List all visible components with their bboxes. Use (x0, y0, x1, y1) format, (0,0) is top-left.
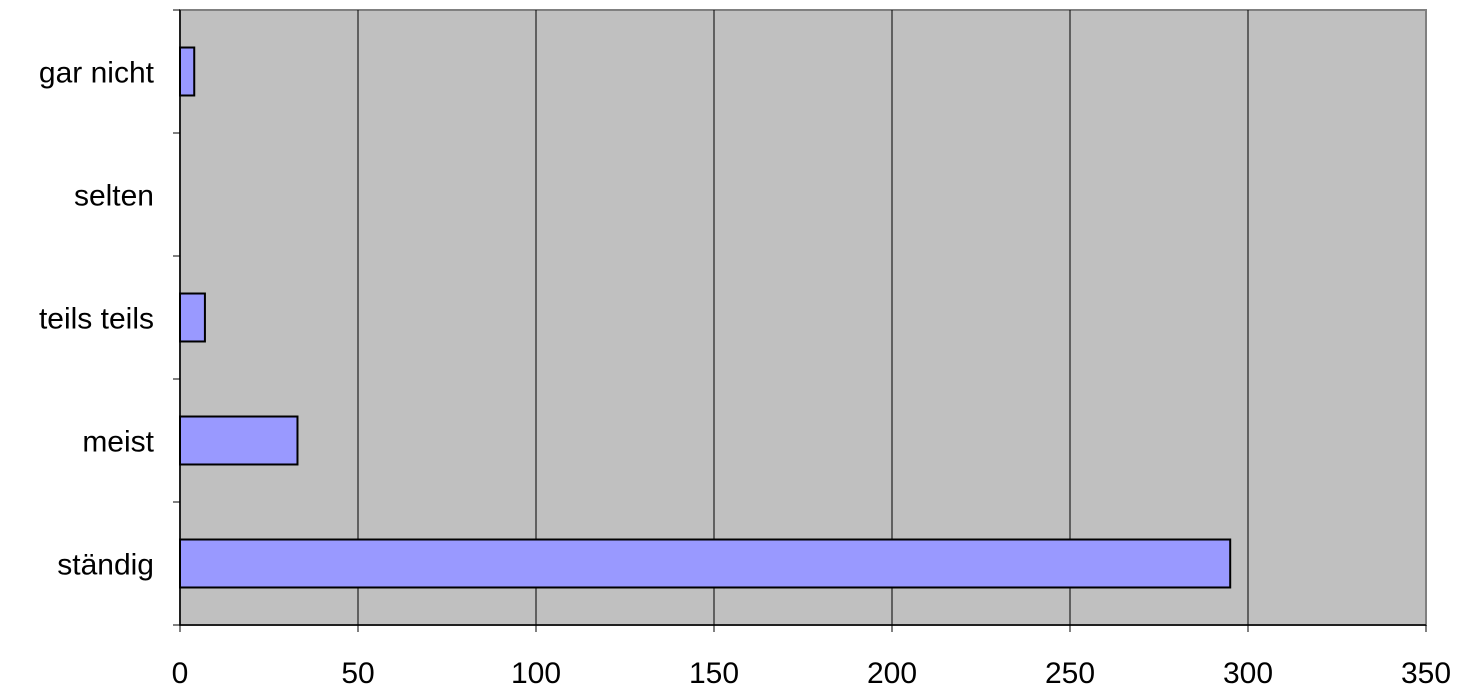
y-tick-label-teils-teils: teils teils (39, 303, 154, 336)
y-tick-label-gar-nicht: gar nicht (39, 57, 155, 90)
x-tick-label-0: 0 (172, 657, 189, 690)
x-tick-label-350: 350 (1401, 657, 1451, 690)
x-tick-label-200: 200 (867, 657, 917, 690)
y-tick-labels: gar nicht selten teils teils meist ständig (39, 57, 155, 582)
bars (179, 46, 1232, 589)
bar-ständig (179, 538, 1232, 589)
x-tick-label-300: 300 (1223, 657, 1273, 690)
plot-area (179, 9, 1427, 626)
y-tick-label-selten: selten (74, 180, 154, 213)
y-tick-label-meist: meist (82, 426, 154, 459)
axes (173, 9, 1427, 632)
y-tick-label-ständig: ständig (57, 549, 154, 582)
x-tick-labels: 0 50 100 150 200 250 300 350 (172, 657, 1451, 690)
bar-meist (179, 415, 299, 466)
gridlines (357, 10, 1249, 625)
x-tick-label-150: 150 (689, 657, 739, 690)
bar-gar-nicht (179, 46, 196, 97)
x-tick-label-250: 250 (1045, 657, 1095, 690)
x-tick-label-100: 100 (511, 657, 561, 690)
x-tick-label-50: 50 (341, 657, 374, 690)
bar-teils-teils (179, 292, 206, 343)
